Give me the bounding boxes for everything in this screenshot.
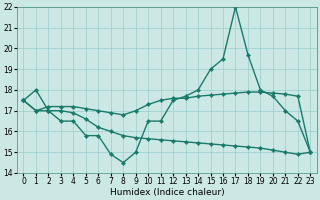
X-axis label: Humidex (Indice chaleur): Humidex (Indice chaleur) [109, 188, 224, 197]
